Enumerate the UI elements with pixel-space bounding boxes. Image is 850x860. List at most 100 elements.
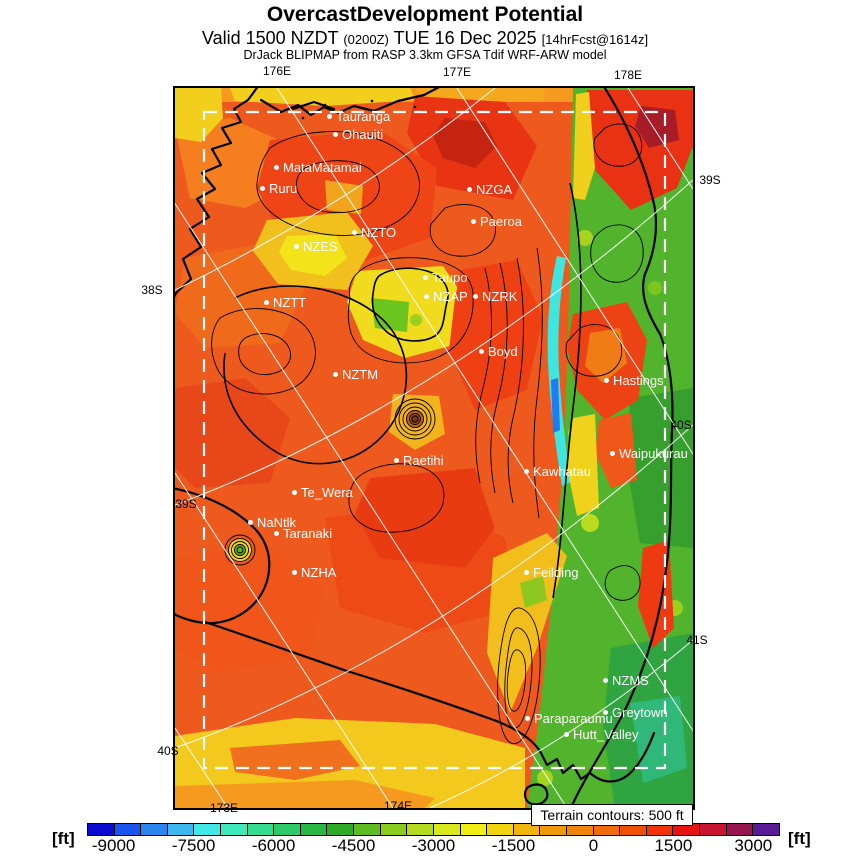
colorbar-segment	[246, 824, 274, 835]
colorbar-segment	[220, 824, 247, 835]
station-name: Hutt_Valley	[573, 727, 639, 742]
station-dot-icon	[610, 451, 615, 456]
station-dot-icon	[292, 490, 297, 495]
station-dot-icon	[248, 520, 253, 525]
colorbar-tick-label: 0	[588, 836, 599, 855]
station-name: NZTO	[361, 225, 397, 240]
graticule-label-41s: 41S	[686, 633, 708, 647]
station-nantlk: NaNtlk	[248, 515, 296, 530]
station-name: NZTM	[342, 367, 379, 382]
station-ruru: Ruru	[260, 181, 297, 196]
colorbar-segment	[459, 824, 487, 835]
station-taupo: Taupo	[423, 270, 467, 285]
colorbar-segment	[699, 824, 726, 835]
station-name: Tauranga	[336, 109, 391, 124]
colorbar-segment	[539, 824, 566, 835]
station-dot-icon	[479, 349, 484, 354]
station-name: Ruru	[269, 181, 298, 196]
graticule-label-39s: 39S	[699, 173, 721, 187]
colorbar-unit-left: [ft]	[52, 829, 75, 848]
valid-time-utc: (0200Z)	[343, 32, 389, 47]
station-dot-icon	[467, 187, 472, 192]
colorbar-segment	[113, 824, 141, 835]
station-feilding: Feilding	[524, 565, 579, 580]
station-dot-icon	[603, 678, 608, 683]
station-nzms: NZMS	[603, 673, 649, 688]
station-greytown: Greytown	[603, 705, 668, 720]
colorbar-tick-label: -1500	[491, 836, 536, 855]
station-tauranga: Tauranga	[327, 109, 390, 124]
colorbar-segment	[140, 824, 167, 835]
station-te-wera: Te_Wera	[292, 485, 353, 500]
station-name: NZAP	[433, 289, 468, 304]
station-dot-icon	[424, 294, 429, 299]
station-name: NZGA	[476, 182, 513, 197]
colorbar-bar	[87, 823, 780, 836]
graticule-label-173e: 173E	[209, 801, 239, 815]
station-dot-icon	[524, 570, 529, 575]
station-name: Taranaki	[283, 526, 333, 541]
station-name: Waipukurau	[619, 446, 688, 461]
colorbar-segment	[273, 824, 300, 835]
station-nzha: NZHA	[292, 565, 336, 580]
domain-boundary-box	[202, 110, 667, 770]
station-name: Hastings	[613, 373, 664, 388]
colorbar-tick-label: -4500	[331, 836, 376, 855]
colorbar-segment	[565, 824, 593, 835]
graticule-label-176e: 176E	[262, 64, 292, 78]
station-paeroa: Paeroa	[471, 214, 522, 229]
station-name: Te_Wera	[301, 485, 353, 500]
colorbar-segment	[326, 824, 354, 835]
graticule-label-39s: 39S	[175, 497, 197, 511]
colorbar-segment	[512, 824, 540, 835]
colorbar-segment	[645, 824, 673, 835]
station-name: Taupo	[432, 270, 468, 285]
station-dot-icon	[294, 244, 299, 249]
station-dot-icon	[394, 458, 399, 463]
station-dot-icon	[274, 165, 279, 170]
station-name: NZRK	[482, 289, 518, 304]
station-dot-icon	[352, 230, 357, 235]
valid-time-line: Valid 1500 NZDT (0200Z) TUE 16 Dec 2025 …	[0, 28, 850, 49]
station-name: Paraparaumu	[534, 711, 613, 726]
graticule-label-40s: 40S	[670, 418, 692, 432]
station-name: Kawhatau	[533, 464, 591, 479]
station-paraparaumu: Paraparaumu	[525, 711, 613, 726]
colorbar-segment	[166, 824, 194, 835]
station-dot-icon	[260, 186, 265, 191]
colorbar-segment	[672, 824, 700, 835]
colorbar-segment	[619, 824, 646, 835]
station-name: Boyd	[488, 344, 518, 359]
station-dot-icon	[264, 300, 269, 305]
station-dot-icon	[327, 114, 332, 119]
forecast-run-tag: [14hrFcst@1614z]	[541, 32, 649, 47]
colorbar-segment	[592, 824, 620, 835]
station-name: Greytown	[612, 705, 668, 720]
station-name: NZTT	[273, 295, 307, 310]
page-title: OvercastDevelopment Potential	[266, 3, 584, 26]
station-dot-icon	[333, 372, 338, 377]
colorbar-segment	[193, 824, 221, 835]
station-dot-icon	[525, 716, 530, 721]
station-nzto: NZTO	[352, 225, 396, 240]
station-dot-icon	[473, 294, 478, 299]
station-nzrk: NZRK	[473, 289, 517, 304]
station-dot-icon	[524, 469, 529, 474]
station-name: NaNtlk	[257, 515, 297, 530]
colorbar-segment	[432, 824, 460, 835]
station-dot-icon	[292, 570, 297, 575]
station-name: Raetihi	[403, 453, 444, 468]
heatmap-image	[175, 88, 693, 808]
station-nztm: NZTM	[333, 367, 378, 382]
terrain-contours-note: Terrain contours: 500 ft	[531, 804, 693, 826]
station-name: MataMatamai	[283, 160, 362, 175]
station-hastings: Hastings	[604, 373, 664, 388]
station-name: Feilding	[533, 565, 579, 580]
graticule-label-40s: 40S	[157, 744, 179, 758]
station-hutt-valley: Hutt_Valley	[564, 727, 639, 742]
station-matamatamai: MataMatamai	[274, 160, 362, 175]
colorbar-tick-label: -7500	[171, 836, 216, 855]
station-dot-icon	[274, 531, 279, 536]
colorbar-tick-label: 1500	[654, 836, 693, 855]
